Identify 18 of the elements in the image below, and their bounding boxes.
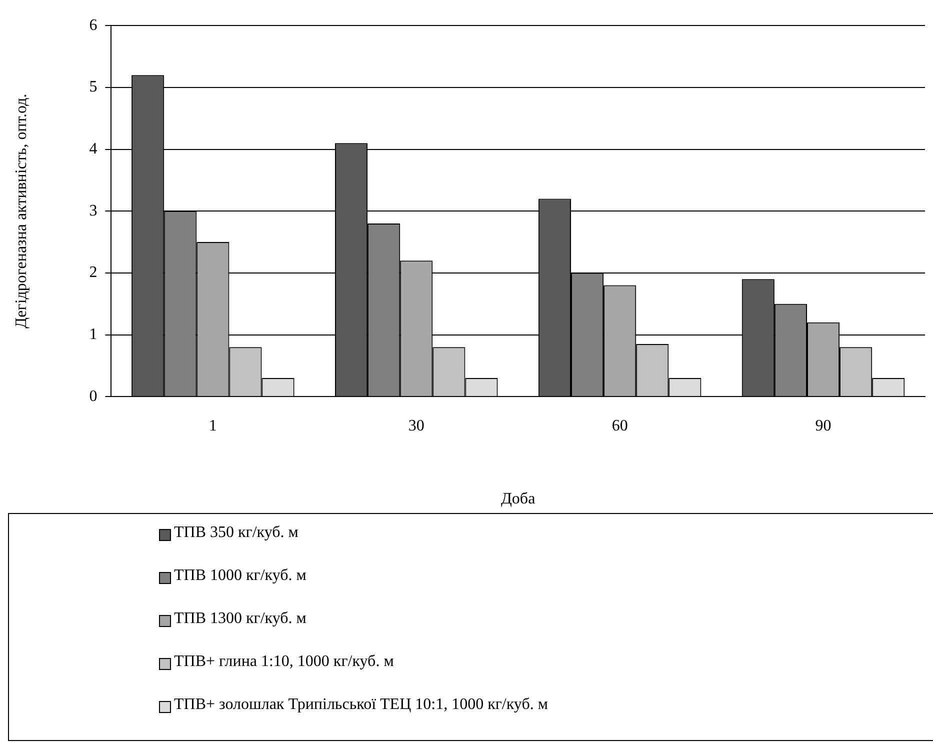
x-tick-label: 60 — [612, 417, 628, 434]
x-tick-label: 1 — [208, 417, 217, 434]
y-axis-title: Дегідрогеназна активність, опт.од. — [12, 94, 30, 328]
legend-label: ТПВ 1000 кг/куб. м — [174, 567, 306, 585]
legend-label: ТПВ+ золошлак Трипільської ТЕЦ 10:1, 1000 кг/куб. м — [174, 696, 548, 714]
y-tick-label: 4 — [89, 140, 98, 158]
x-tick-label: 90 — [815, 417, 832, 434]
x-axis-title: Доба — [501, 490, 536, 508]
y-tick-label: 2 — [89, 264, 98, 282]
legend-label: ТПВ+ глина 1:10, 1000 кг/куб. м — [174, 653, 394, 671]
legend-label: ТПВ 1300 кг/куб. м — [174, 610, 306, 628]
y-tick-label: 0 — [89, 388, 98, 405]
y-tick-label: 6 — [89, 16, 98, 34]
y-tick-label: 3 — [89, 202, 98, 220]
x-tick-label: 30 — [408, 417, 424, 434]
y-tick-label: 5 — [89, 78, 98, 96]
legend-label: ТПВ 350 кг/куб. м — [174, 524, 298, 542]
y-tick-label: 1 — [89, 326, 98, 343]
